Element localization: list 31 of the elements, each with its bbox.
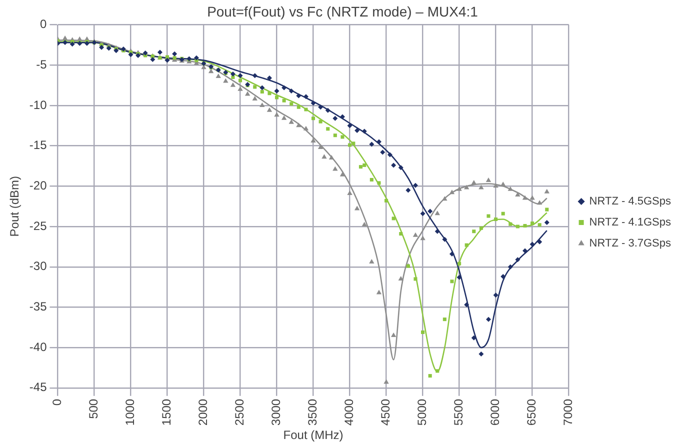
legend-label: NRTZ - 4.1GSps bbox=[589, 216, 672, 229]
x-tick-label: 2000 bbox=[196, 398, 210, 426]
chart-title: Pout=f(Fout) vs Fc (NRTZ mode) – MUX4:1 bbox=[207, 3, 478, 20]
x-axis-title: Fout (MHz) bbox=[283, 428, 344, 442]
x-tick-label: 6000 bbox=[488, 398, 502, 426]
y-tick-label: -25 bbox=[29, 218, 48, 233]
y-axis-title: Pout (dBm) bbox=[8, 176, 22, 237]
x-tick-label: 1000 bbox=[123, 398, 138, 426]
x-tick-label: 5500 bbox=[452, 398, 466, 426]
x-tick-label: 4500 bbox=[378, 398, 393, 426]
y-tick-label: -20 bbox=[29, 178, 48, 192]
x-tick-label: 500 bbox=[86, 398, 101, 419]
y-tick-label: -40 bbox=[29, 340, 48, 354]
x-tick-label: 4000 bbox=[342, 398, 356, 426]
y-tick-label: -10 bbox=[29, 98, 48, 112]
x-tick-label: 0 bbox=[50, 398, 64, 406]
x-tick-label: 6500 bbox=[524, 398, 539, 426]
x-tick-label: 5000 bbox=[415, 398, 430, 426]
x-tick-label: 1500 bbox=[160, 398, 174, 426]
x-tick-label: 3000 bbox=[269, 398, 284, 426]
y-tick-label: -35 bbox=[29, 300, 48, 314]
y-tick-label: -5 bbox=[36, 57, 48, 72]
legend-label: NRTZ - 3.7GSps bbox=[589, 238, 672, 250]
y-tick-label: -30 bbox=[29, 259, 48, 274]
y-tick-label: 0 bbox=[40, 17, 48, 32]
x-tick-label: 3500 bbox=[306, 398, 320, 426]
legend-label: NRTZ - 4.5GSps bbox=[589, 196, 672, 208]
x-tick-label: 2500 bbox=[232, 398, 247, 426]
y-tick-label: -45 bbox=[29, 380, 48, 394]
x-tick-label: 7000 bbox=[561, 398, 576, 426]
y-tick-label: -15 bbox=[29, 138, 48, 152]
